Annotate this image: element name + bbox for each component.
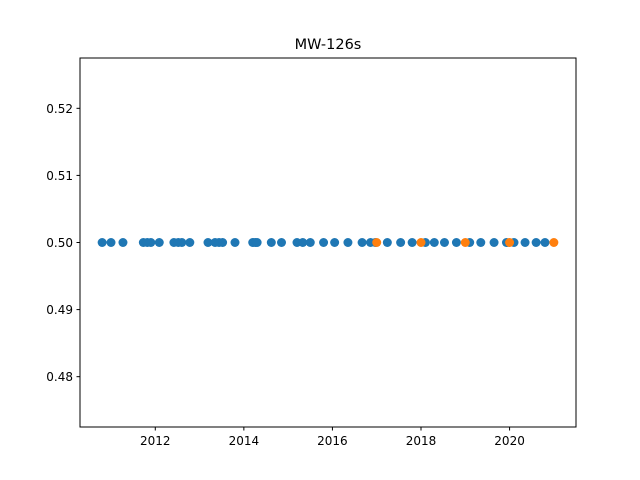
data-point — [277, 238, 286, 247]
data-point — [372, 238, 382, 247]
y-tick-label: 0.49 — [46, 303, 73, 317]
y-tick-label: 0.48 — [46, 370, 73, 384]
data-point — [460, 238, 470, 247]
y-tick-label: 0.51 — [46, 169, 73, 183]
chart-title: MW-126s — [295, 37, 362, 53]
data-point — [531, 238, 541, 247]
data-point — [298, 238, 308, 247]
data-point — [549, 238, 559, 247]
x-tick-label: 2014 — [229, 434, 260, 448]
data-point — [489, 238, 499, 247]
data-point — [230, 238, 240, 247]
data-point — [416, 238, 426, 247]
x-tick-label: 2020 — [494, 434, 525, 448]
y-tick-label: 0.50 — [46, 236, 73, 250]
x-tick-label: 2016 — [317, 434, 348, 448]
data-point — [330, 238, 340, 247]
data-point — [203, 238, 213, 247]
data-point — [185, 238, 195, 247]
data-point — [106, 238, 116, 247]
data-point — [357, 238, 367, 247]
data-point — [319, 238, 329, 247]
data-point — [396, 238, 406, 247]
data-point — [305, 238, 315, 247]
data-point — [97, 238, 107, 247]
x-tick-label: 2012 — [140, 434, 171, 448]
data-point — [476, 238, 486, 247]
data-point — [540, 238, 550, 247]
data-point — [439, 238, 449, 247]
data-point — [177, 238, 187, 247]
y-tick-label: 0.52 — [46, 102, 73, 116]
data-point — [154, 238, 164, 247]
data-point — [218, 238, 228, 247]
data-point — [407, 238, 417, 247]
data-point — [505, 238, 515, 247]
data-point — [451, 238, 461, 247]
x-tick-label: 2018 — [406, 434, 437, 448]
data-point — [146, 238, 156, 247]
data-point — [382, 238, 392, 247]
y-axis: 0.48 0.49 0.50 0.51 0.52 — [46, 102, 80, 384]
data-point — [252, 238, 262, 247]
data-point — [429, 238, 439, 247]
data-point — [266, 238, 276, 247]
plot-points — [97, 238, 559, 247]
data-point — [118, 238, 128, 247]
data-point — [520, 238, 530, 247]
x-axis: 2012 2014 2016 2018 2020 — [140, 427, 525, 448]
data-point — [343, 238, 353, 247]
